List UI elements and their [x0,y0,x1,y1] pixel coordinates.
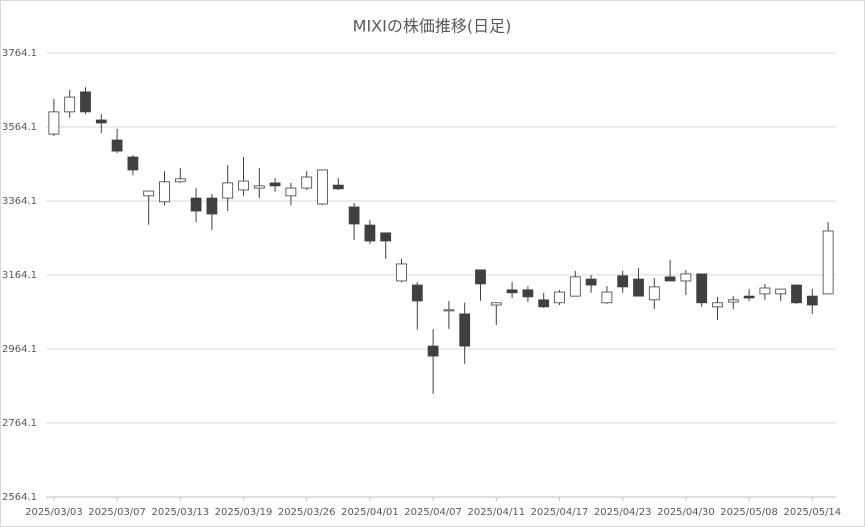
x-tick-label: 2025/03/19 [215,507,273,518]
chart-title: MIXIの株価推移(日足) [353,17,512,36]
y-tick-label: 3764.1 [2,48,37,59]
x-tick-label: 2025/04/30 [657,507,715,518]
candle-body [617,275,629,288]
candle-body [554,291,565,304]
y-tick-label: 2964.1 [2,344,37,355]
candle-body [601,291,613,304]
y-tick-label: 2764.1 [2,418,37,429]
candle-body [111,139,123,152]
candle-body [80,91,91,113]
y-tick-label: 3564.1 [2,122,37,133]
x-tick-label: 2025/04/11 [467,507,525,518]
candle-body [253,185,265,189]
candle-body [190,197,202,212]
candle-body [664,276,676,282]
candle-body [159,181,170,203]
candle-body [538,299,550,308]
candle-body [459,313,471,347]
candle-body [95,119,107,124]
candle-body [64,96,76,113]
candle-body [522,289,534,298]
candle-body [285,187,297,197]
candle-body [238,180,249,191]
candle-body [301,176,313,189]
candle-body [427,345,439,357]
candle-body [206,197,218,215]
candle-body [364,224,376,242]
x-tick-label: 2025/04/07 [404,507,462,518]
candle-body [48,111,60,135]
x-tick-label: 2025/03/07 [88,507,146,518]
x-tick-label: 2025/03/13 [151,507,209,518]
candle-body [443,309,455,312]
candle-body [696,273,708,304]
candle-body [127,156,139,171]
x-tick-label: 2025/03/03 [25,507,83,518]
candle-body [380,232,392,242]
x-tick-label: 2025/05/14 [783,507,841,518]
x-tick-label: 2025/03/26 [278,507,336,518]
candle-body [569,276,581,297]
candle-body [806,295,818,306]
candle-body [348,206,360,225]
candle-body [727,299,739,303]
candle-body [174,178,186,183]
candle-body [222,182,234,199]
candle-body [759,287,771,295]
candle-body [317,169,328,205]
candle-body [143,190,155,197]
candle-body [712,302,723,308]
candle-body [475,269,486,285]
candle-body [585,278,597,286]
candle-body [332,184,344,190]
x-tick-label: 2025/04/17 [531,507,589,518]
candle-body [396,263,407,282]
candle-body [411,284,423,302]
x-tick-label: 2025/05/08 [720,507,778,518]
candle-body [791,284,802,304]
y-tick-label: 3364.1 [2,196,37,207]
x-tick-label: 2025/04/23 [594,507,652,518]
y-tick-label: 3164.1 [2,270,37,281]
candle-body [775,288,787,295]
x-tick-label: 2025/04/01 [341,507,399,518]
candle-body [743,295,755,299]
candle-body [490,302,502,306]
candle-body [506,289,518,294]
candle-body [680,273,692,282]
candle-body [822,230,834,295]
candle-body [633,278,644,297]
y-tick-label: 2564.1 [2,492,37,503]
candle-body [648,286,660,301]
candle-body [269,182,281,187]
